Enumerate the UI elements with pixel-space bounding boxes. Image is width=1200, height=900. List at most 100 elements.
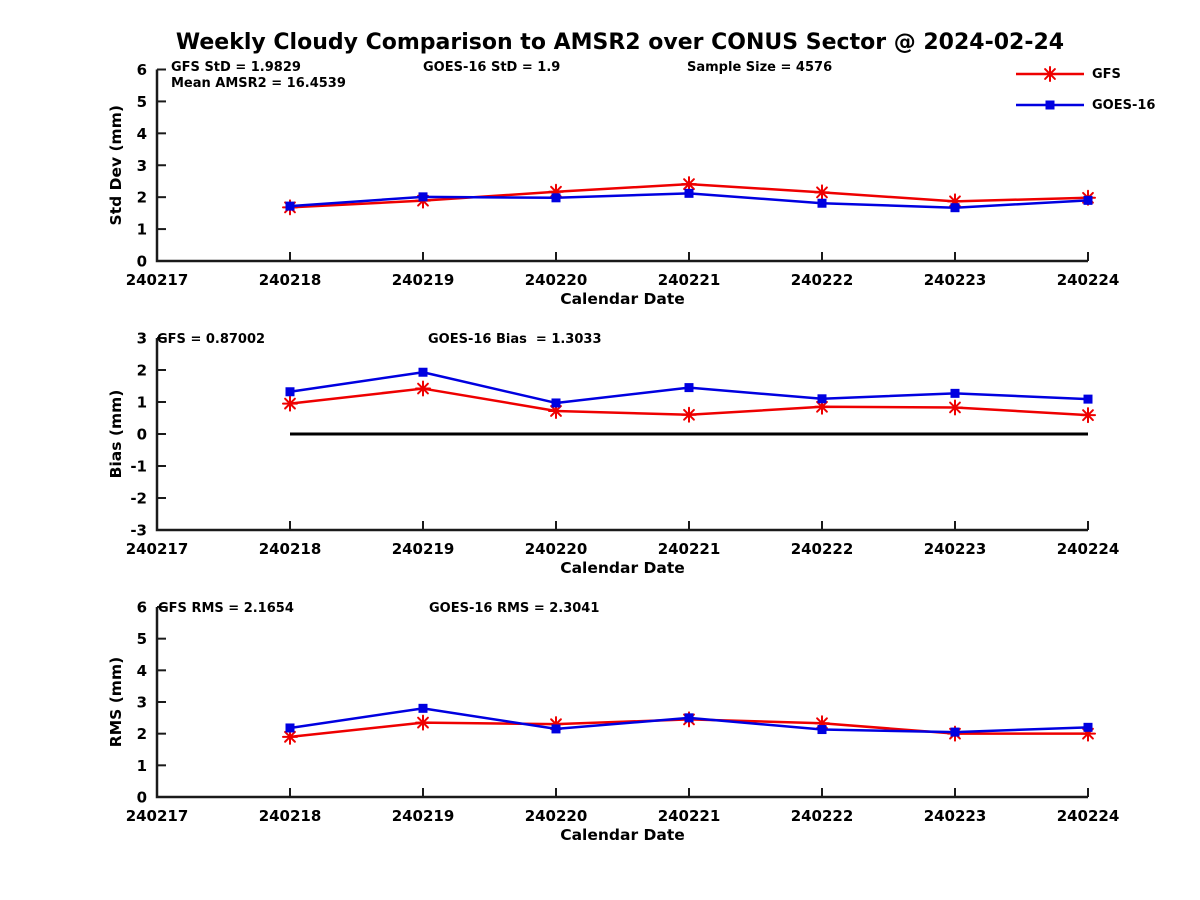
figure-title: Weekly Cloudy Comparison to AMSR2 over C… [175, 30, 1065, 55]
legend: GFS GOES-16 [1014, 63, 1155, 125]
data-point-square-marker [418, 192, 428, 202]
legend-item-gfs: GFS [1014, 63, 1155, 85]
data-point-square-marker [1083, 394, 1093, 404]
y-tick-label: 1 [137, 757, 147, 775]
x-tick-label: 240224 [1057, 807, 1120, 825]
data-point-square-marker [950, 203, 960, 213]
x-tick-label: 240217 [126, 540, 189, 558]
y-tick-label: -3 [130, 522, 147, 540]
x-tick-label: 240219 [392, 807, 455, 825]
x-axis-label: Calendar Date [560, 559, 685, 577]
data-point-square-marker [1083, 722, 1093, 732]
x-tick-label: 240217 [126, 271, 189, 289]
data-point-square-marker [950, 388, 960, 398]
y-tick-label: 4 [137, 125, 147, 143]
data-point-square-marker [551, 193, 561, 203]
data-point-square-marker [285, 387, 295, 397]
x-tick-label: 240220 [525, 540, 588, 558]
x-axis-label: Calendar Date [560, 826, 685, 844]
chart-stddev: 0 1 2 3 4 5 6 240217 240218 240219 240220 240221 240… [107, 60, 1119, 308]
x-tick-label: 240218 [259, 807, 322, 825]
y-tick-label: 6 [137, 599, 147, 617]
y-tick-label: 2 [137, 725, 147, 743]
y-axis-label: Bias (mm) [107, 390, 125, 479]
x-tick-label: 240222 [791, 271, 854, 289]
y-tick-label: -2 [130, 490, 147, 508]
annotation: Sample Size = 4576 [687, 60, 832, 75]
data-point-asterisk-marker [814, 184, 830, 201]
data-point-square-marker [551, 724, 561, 734]
chart-rms: 0 1 2 3 4 5 6 240217 240218 240219 240220 240221 240… [107, 599, 1119, 845]
y-tick-label: 5 [137, 93, 147, 111]
annotation: GOES-16 RMS = 2.3041 [429, 601, 599, 616]
data-point-asterisk-marker [1042, 66, 1058, 82]
y-tick-label: 0 [137, 789, 147, 807]
x-tick-label: 240218 [259, 271, 322, 289]
x-tick-label: 240221 [658, 271, 721, 289]
annotation: GFS = 0.87002 [157, 332, 265, 347]
y-tick-label: 6 [137, 61, 147, 79]
y-tick-label: 2 [137, 362, 147, 380]
x-axis-label: Calendar Date [560, 290, 685, 308]
data-point-square-marker [1045, 100, 1055, 110]
y-tick-label: 2 [137, 189, 147, 207]
x-tick-label: 240220 [525, 271, 588, 289]
data-point-square-marker [551, 398, 561, 408]
data-point-asterisk-marker [415, 714, 431, 731]
data-point-square-marker [950, 727, 960, 737]
axis-spines [155, 69, 1088, 263]
annotation: GOES-16 Bias = 1.3033 [428, 332, 602, 347]
annotation: GFS RMS = 2.1654 [158, 601, 294, 616]
data-point-square-marker [418, 703, 428, 713]
data-point-square-marker [684, 383, 694, 393]
data-point-asterisk-marker [282, 395, 298, 412]
x-tick-label: 240224 [1057, 540, 1120, 558]
x-tick-label: 240223 [924, 807, 987, 825]
y-tick-label: 5 [137, 630, 147, 648]
x-tick-label: 240220 [525, 807, 588, 825]
x-tick-label: 240221 [658, 540, 721, 558]
chart-bias: -3 -2 -1 0 1 2 3 240217 240218 240219 240220 240221… [107, 330, 1119, 578]
x-tick-label: 240223 [924, 540, 987, 558]
data-point-asterisk-marker [415, 380, 431, 397]
y-tick-label: 0 [137, 253, 147, 271]
data-point-square-marker [817, 198, 827, 208]
data-point-square-marker [817, 725, 827, 735]
x-tick-label: 240223 [924, 271, 987, 289]
y-tick-label: 0 [137, 426, 147, 444]
x-tick-label: 240219 [392, 271, 455, 289]
data-point-square-marker [285, 723, 295, 733]
gfs-line-asterisk-icon [1016, 66, 1084, 82]
y-tick-label: 3 [137, 694, 147, 712]
x-tick-label: 240217 [126, 807, 189, 825]
data-point-square-marker [285, 201, 295, 211]
data-point-asterisk-marker [681, 176, 697, 193]
data-point-square-marker [1083, 195, 1093, 205]
data-point-square-marker [684, 713, 694, 723]
data-point-square-marker [684, 188, 694, 198]
y-tick-label: 4 [137, 662, 147, 680]
y-tick-label: 1 [137, 394, 147, 412]
x-tick-label: 240222 [791, 807, 854, 825]
goes16-line-square-icon [1016, 100, 1084, 110]
y-axis-label: RMS (mm) [107, 657, 125, 747]
x-tick-label: 240218 [259, 540, 322, 558]
annotation: Mean AMSR2 = 16.4539 [171, 76, 346, 91]
legend-item-goes16: GOES-16 [1014, 94, 1155, 116]
data-point-square-marker [817, 394, 827, 404]
data-point-asterisk-marker [1080, 407, 1096, 424]
x-tick-label: 240224 [1057, 271, 1120, 289]
x-tick-label: 240219 [392, 540, 455, 558]
x-tick-label: 240222 [791, 540, 854, 558]
y-axis-label: Std Dev (mm) [107, 105, 125, 225]
legend-label-goes16: GOES-16 [1092, 97, 1156, 113]
y-tick-label: 3 [137, 330, 147, 348]
y-tick-label: -1 [130, 458, 147, 476]
annotation: GOES-16 StD = 1.9 [423, 60, 560, 75]
axis-spines [155, 607, 1088, 799]
data-point-square-marker [418, 367, 428, 377]
legend-label-gfs: GFS [1092, 66, 1121, 82]
annotation: GFS StD = 1.9829 [171, 60, 301, 75]
